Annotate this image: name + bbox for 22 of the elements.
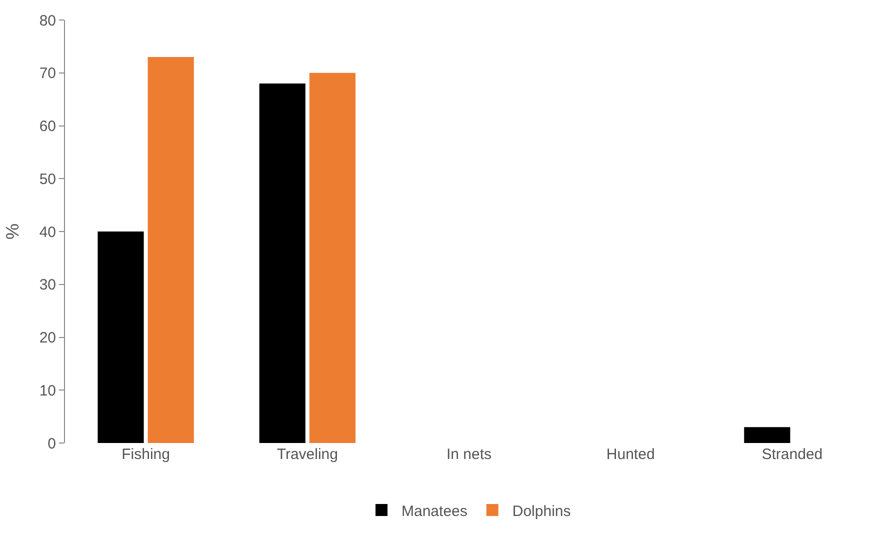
y-tick-label: 40 — [39, 224, 56, 241]
x-tick-label: Hunted — [606, 446, 655, 463]
y-tick-label: 70 — [39, 65, 56, 82]
y-tick-label: 30 — [39, 276, 56, 294]
x-tick-label: Stranded — [762, 446, 823, 463]
x-tick-label: In nets — [446, 446, 492, 463]
bar — [148, 57, 194, 443]
y-tick-label: 0 — [48, 435, 56, 452]
y-tick-label: 50 — [39, 170, 56, 188]
y-tick-label: 60 — [39, 118, 56, 135]
x-tick-label: Fishing — [122, 446, 170, 463]
legend-label: Manatees — [402, 502, 468, 520]
legend-label: Dolphins — [512, 502, 571, 520]
y-tick-label: 20 — [39, 330, 56, 346]
bar — [309, 72, 356, 443]
bar — [98, 232, 144, 443]
bar — [744, 427, 790, 443]
bar — [259, 83, 306, 443]
y-axis-title: % — [2, 223, 23, 240]
y-tick-label: 10 — [39, 382, 56, 400]
y-tick-label: 80 — [39, 12, 56, 30]
x-tick-label: Traveling — [276, 446, 338, 463]
